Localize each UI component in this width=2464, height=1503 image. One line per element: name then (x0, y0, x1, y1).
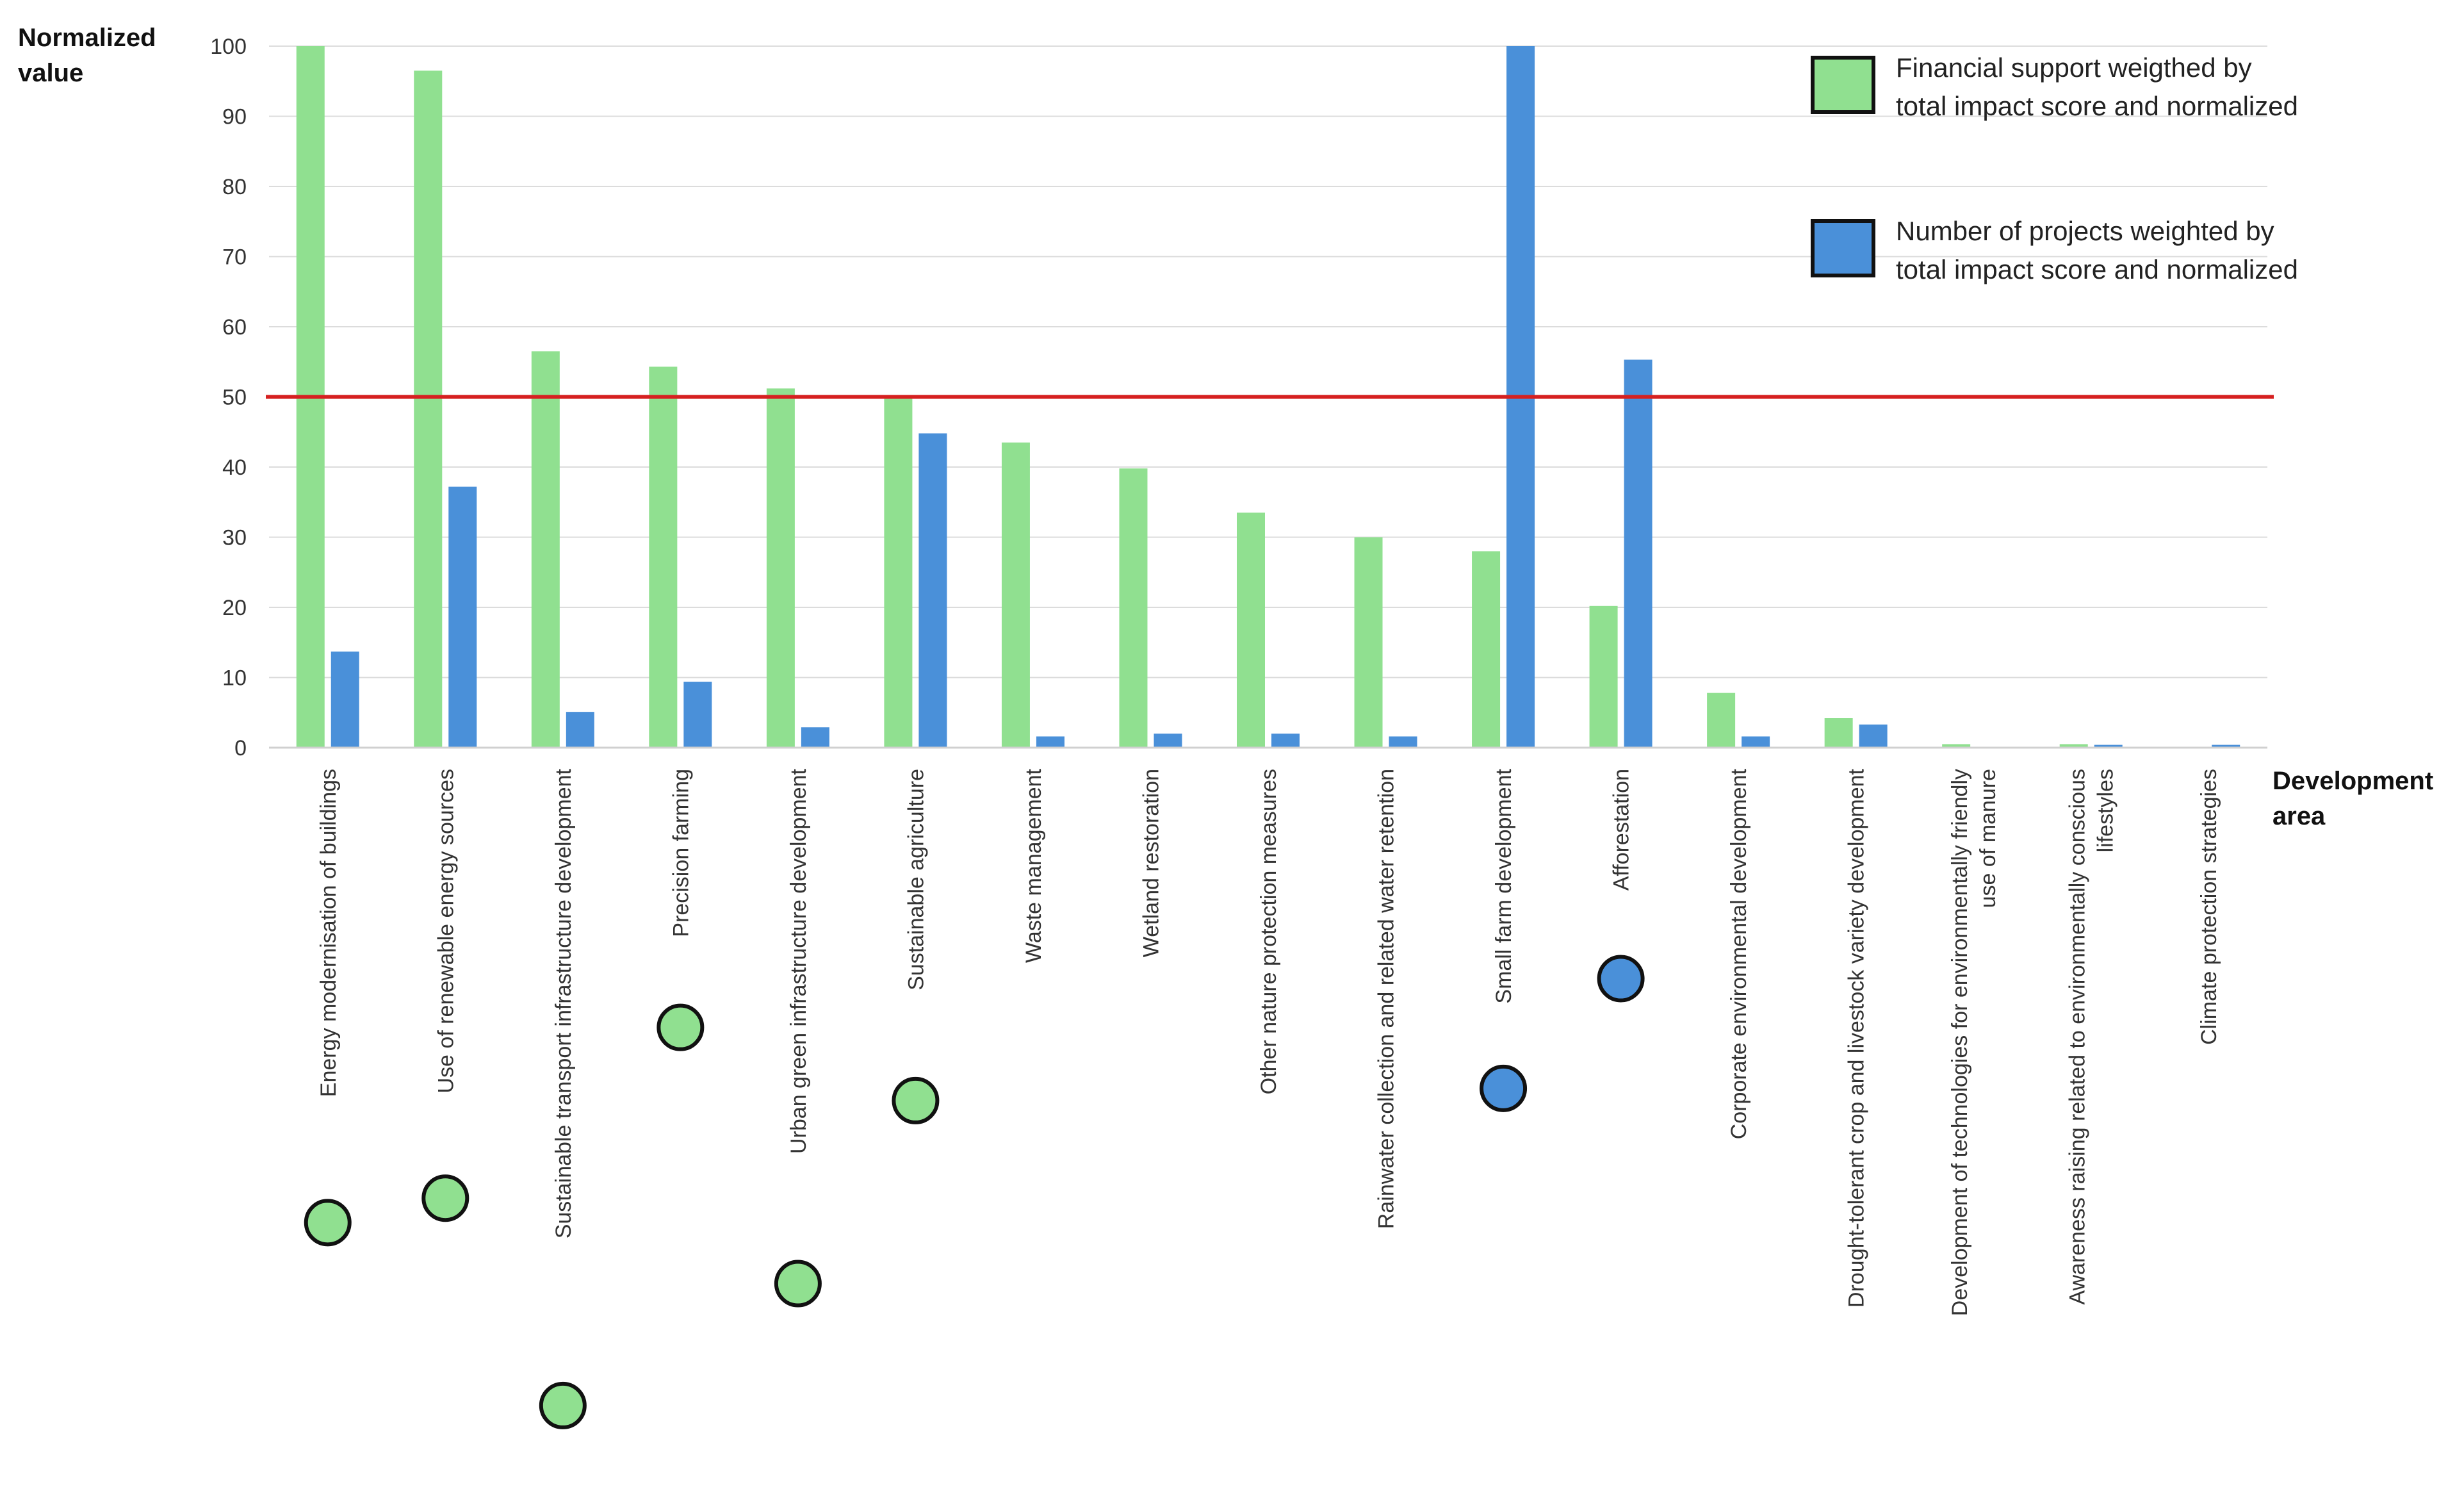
x-tick-label-precision-farming: Precision farming (669, 769, 693, 937)
y-axis-title: Normalized value (18, 24, 156, 87)
bar-series2-waste-management (1036, 736, 1065, 748)
legend-swatch-series1 (1811, 56, 1875, 114)
x-tick-label-use-of-renewable-energy-sources: Use of renewable energy sources (434, 769, 458, 1094)
y-tick-label: 30 (222, 526, 247, 550)
category-markers (304, 955, 1645, 1429)
x-tick-label-sustainable-transport-infrastructure-development: Sustainable transport infrastructure dev… (551, 768, 576, 1238)
legend-label-series2: Number of projects weighted by total impa… (1896, 216, 2298, 284)
bar-series2-awareness-raising-related-to-environmentally-conscious-lifestyles (2094, 744, 2123, 748)
x-tick-label-waste-management: Waste management (1022, 768, 1046, 963)
bar-series1-corporate-environmental-development (1707, 693, 1736, 748)
bar-series1-precision-farming (649, 366, 678, 748)
y-tick-label: 40 (222, 456, 247, 480)
bar-series1-drought-tolerant-crop-and-livestock-variety-development (1824, 718, 1853, 748)
x-tick-label-climate-protection-strategies: Climate protection strategies (2197, 769, 2221, 1045)
bar-series2-precision-farming (683, 682, 712, 748)
x-axis-title: Development area (2272, 767, 2433, 830)
y-tick-label: 60 (222, 315, 247, 340)
marker-sustainable-transport-infrastructure-development (539, 1381, 587, 1429)
bar-series2-corporate-environmental-development (1742, 736, 1770, 748)
bar-series2-climate-protection-strategies (2212, 744, 2240, 748)
y-tick-label: 80 (222, 175, 247, 199)
x-tick-label-urban-green-infrastructure-development: Urban green infrastructure development (787, 768, 811, 1154)
x-tick-label-development-of-technologies-for-environmentally-friendly-use-of-manure: Development of technologies for environm… (1948, 769, 2000, 1316)
bar-series1-sustainable-agriculture (884, 397, 913, 748)
bar-series2-urban-green-infrastructure-development (801, 727, 829, 748)
marker-sustainable-agriculture (892, 1076, 940, 1124)
bar-series1-sustainable-transport-infrastructure-development (531, 351, 560, 748)
bar-series2-other-nature-protection-measures (1271, 734, 1300, 748)
bar-series1-development-of-technologies-for-environmentally-friendly-use-of-manure (1942, 744, 1971, 748)
bar-series2-rainwater-collection-and-related-water-retention (1389, 736, 1417, 748)
x-tick-label-sustainable-agriculture: Sustainable agriculture (904, 769, 928, 990)
legend-label-series1: Financial support weigthed by total impac… (1896, 53, 2298, 121)
bar-series1-use-of-renewable-energy-sources (414, 70, 443, 748)
x-tick-label-energy-modernisation-of-buildings: Energy modernisation of buildings (316, 769, 341, 1097)
y-tick-label: 20 (222, 596, 247, 620)
bar-series1-waste-management (1001, 442, 1030, 748)
bar-series1-small-farm-development (1472, 551, 1501, 748)
bar-series1-wetland-restoration (1119, 468, 1148, 748)
marker-precision-farming (657, 1003, 705, 1051)
marker-energy-modernisation-of-buildings (304, 1199, 352, 1247)
bar-series1-awareness-raising-related-to-environmentally-conscious-lifestyles (2059, 744, 2088, 748)
legend-swatch-series2 (1811, 219, 1875, 277)
y-tick-label: 10 (222, 666, 247, 691)
marker-use-of-renewable-energy-sources (421, 1174, 469, 1222)
bar-series2-energy-modernisation-of-buildings (330, 651, 359, 748)
bars (296, 46, 2240, 748)
x-tick-label-corporate-environmental-development: Corporate environmental development (1727, 768, 1751, 1139)
x-tick-label-other-nature-protection-measures: Other nature protection measures (1257, 769, 1281, 1094)
x-tick-label-drought-tolerant-crop-and-livestock-variety-development: Drought-tolerant crop and livestock vari… (1845, 768, 1869, 1308)
y-tick-label: 100 (210, 35, 247, 59)
y-tick-label: 50 (222, 386, 247, 410)
marker-urban-green-infrastructure-development (774, 1260, 822, 1308)
x-tick-label-small-farm-development: Small farm development (1492, 768, 1516, 1003)
bar-series1-rainwater-collection-and-related-water-retention (1354, 537, 1383, 748)
y-tick-label: 0 (234, 736, 247, 760)
bar-series2-use-of-renewable-energy-sources (448, 486, 477, 748)
marker-afforestation (1597, 955, 1645, 1003)
y-axis-ticks: 0 10 20 30 40 50 60 70 80 90 100 (210, 35, 247, 760)
category-labels: Energy modernisation of buildings Use of … (316, 768, 2221, 1316)
bar-series1-urban-green-infrastructure-development (766, 388, 795, 748)
marker-small-farm-development (1480, 1064, 1528, 1112)
bar-series1-afforestation (1589, 605, 1618, 748)
bar-series1-other-nature-protection-measures (1237, 513, 1265, 748)
bar-series2-afforestation (1624, 359, 1652, 748)
legend: Financial support weigthed by total impac… (1811, 53, 2298, 284)
y-tick-label: 70 (222, 245, 247, 270)
x-tick-label-awareness-raising-related-to-environmentally-conscious-lifestyles: Awareness raising related to environment… (2066, 769, 2118, 1305)
y-tick-label: 90 (222, 105, 247, 129)
bar-series2-drought-tolerant-crop-and-livestock-variety-development (1859, 724, 1888, 748)
x-tick-label-rainwater-collection-and-related-water-retention: Rainwater collection and related water r… (1375, 769, 1399, 1229)
x-tick-label-wetland-restoration: Wetland restoration (1139, 769, 1163, 957)
gridlines (269, 45, 2267, 678)
x-tick-label-afforestation: Afforestation (1610, 769, 1634, 891)
bar-series2-sustainable-transport-infrastructure-development (566, 712, 594, 748)
bar-series2-wetland-restoration (1154, 734, 1182, 748)
bar-series2-sustainable-agriculture (918, 433, 947, 748)
